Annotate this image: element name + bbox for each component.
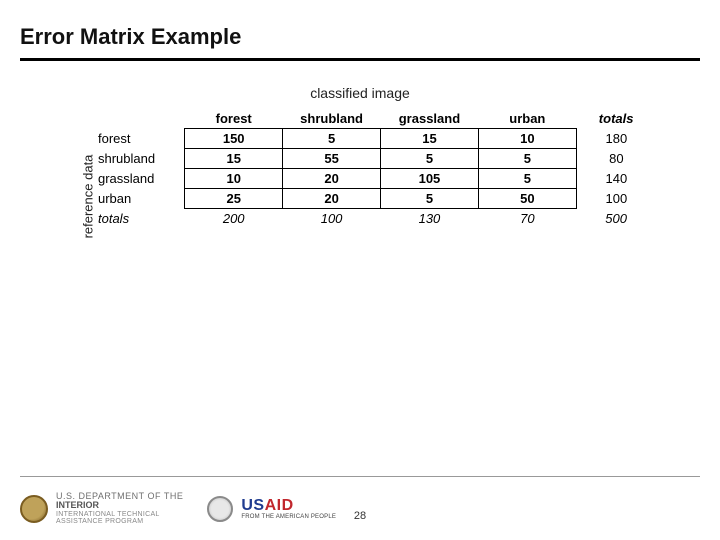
- error-matrix: forest shrubland grassland urban totals …: [96, 109, 680, 228]
- doi-line3a: INTERNATIONAL TECHNICAL: [56, 511, 183, 518]
- row-header: grassland: [96, 169, 185, 189]
- col-total: 100: [283, 209, 381, 229]
- cell: 5: [478, 149, 576, 169]
- content-area: classified image reference data forest s…: [0, 61, 720, 476]
- page-number: 28: [354, 510, 366, 522]
- cell: 150: [185, 129, 283, 149]
- axis-label-top: classified image: [0, 85, 720, 101]
- col-total: 130: [381, 209, 479, 229]
- col-header-totals: totals: [576, 109, 656, 129]
- usaid-logo-block: USAID FROM THE AMERICAN PEOPLE: [207, 496, 336, 522]
- cell: 50: [478, 189, 576, 209]
- usaid-word-blue: US: [241, 497, 264, 514]
- row-total: 140: [576, 169, 656, 189]
- col-total: 70: [478, 209, 576, 229]
- cell: 5: [381, 149, 479, 169]
- usaid-word: USAID: [241, 498, 336, 514]
- cell: 5: [478, 169, 576, 189]
- usaid-seal-icon: [207, 496, 233, 522]
- doi-line3b: ASSISTANCE PROGRAM: [56, 518, 183, 525]
- slide: Error Matrix Example classified image re…: [0, 0, 720, 540]
- row-header: forest: [96, 129, 185, 149]
- table-row: forest 150 5 15 10 180: [96, 129, 656, 149]
- cell: 55: [283, 149, 381, 169]
- table-row-totals: totals 200 100 130 70 500: [96, 209, 656, 229]
- cell: 15: [185, 149, 283, 169]
- table-row: shrubland 15 55 5 5 80: [96, 149, 656, 169]
- col-header: forest: [185, 109, 283, 129]
- doi-logo-block: U.S. DEPARTMENT OF THE INTERIOR INTERNAT…: [20, 492, 183, 526]
- col-header: urban: [478, 109, 576, 129]
- cell: 105: [381, 169, 479, 189]
- col-header: shrubland: [283, 109, 381, 129]
- error-matrix-table: forest shrubland grassland urban totals …: [96, 109, 656, 228]
- doi-line2: INTERIOR: [56, 501, 183, 510]
- table-row: grassland 10 20 105 5 140: [96, 169, 656, 189]
- row-total: 180: [576, 129, 656, 149]
- cell: 10: [185, 169, 283, 189]
- slide-title: Error Matrix Example: [20, 24, 720, 50]
- row-header: shrubland: [96, 149, 185, 169]
- row-total: 100: [576, 189, 656, 209]
- col-header: grassland: [381, 109, 479, 129]
- col-total: 200: [185, 209, 283, 229]
- row-header-totals: totals: [96, 209, 185, 229]
- cell: 5: [283, 129, 381, 149]
- usaid-text: USAID FROM THE AMERICAN PEOPLE: [241, 498, 336, 520]
- usaid-word-red: AID: [265, 497, 294, 514]
- cell: 10: [478, 129, 576, 149]
- doi-seal-icon: [20, 495, 48, 523]
- cell: 20: [283, 189, 381, 209]
- cell: 20: [283, 169, 381, 189]
- table-header-row: forest shrubland grassland urban totals: [96, 109, 656, 129]
- row-header: urban: [96, 189, 185, 209]
- usaid-tagline: FROM THE AMERICAN PEOPLE: [241, 514, 336, 520]
- doi-text: U.S. DEPARTMENT OF THE INTERIOR INTERNAT…: [56, 492, 183, 526]
- cell: 25: [185, 189, 283, 209]
- cell: 15: [381, 129, 479, 149]
- corner-blank: [96, 109, 185, 129]
- footer-logos: U.S. DEPARTMENT OF THE INTERIOR INTERNAT…: [20, 492, 336, 526]
- table-row: urban 25 20 5 50 100: [96, 189, 656, 209]
- title-wrap: Error Matrix Example: [0, 0, 720, 52]
- grand-total: 500: [576, 209, 656, 229]
- axis-label-left: reference data: [80, 154, 95, 238]
- cell: 5: [381, 189, 479, 209]
- row-total: 80: [576, 149, 656, 169]
- footer: U.S. DEPARTMENT OF THE INTERIOR INTERNAT…: [20, 476, 700, 540]
